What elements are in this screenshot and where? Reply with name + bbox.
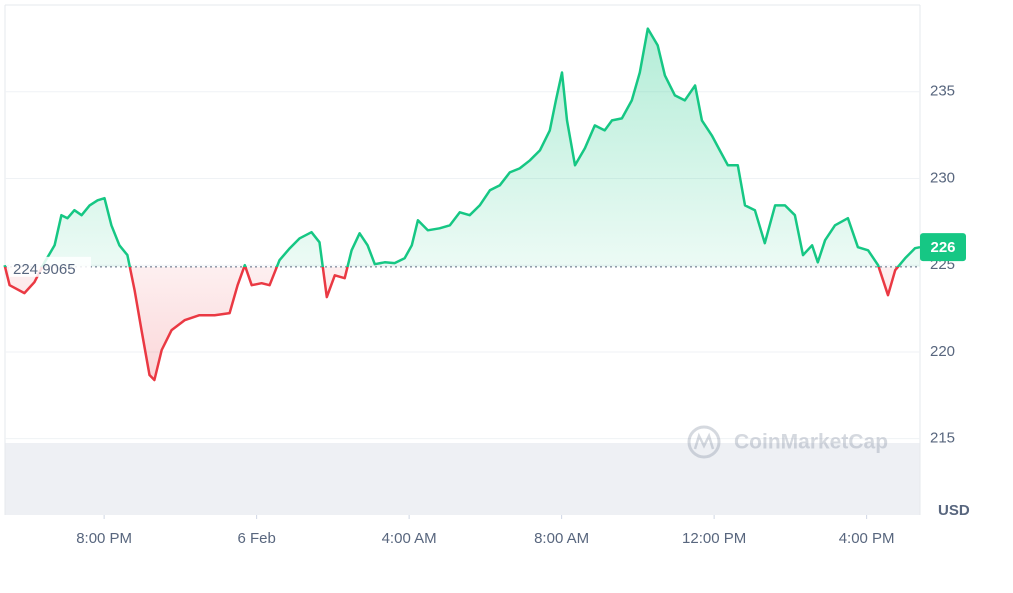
watermark: CoinMarketCap (687, 425, 888, 459)
current-price-badge (920, 233, 966, 262)
y-tick-label: 235 (930, 83, 955, 100)
x-tick-label: 8:00 AM (534, 530, 589, 547)
x-tick-label: 12:00 PM (682, 530, 746, 547)
x-tick-label: 6 Feb (237, 530, 275, 547)
y-tick-label: 230 (930, 169, 955, 186)
price-line (3, 27, 921, 382)
volume-area (5, 443, 920, 515)
x-tick-label: 4:00 PM (839, 530, 895, 547)
area (4, 28, 921, 380)
y-unit: USD (938, 502, 970, 519)
watermark-text: CoinMarketCap (734, 431, 888, 454)
y-tick-label: 220 (930, 343, 955, 360)
current-price-label: 226 (930, 239, 955, 256)
baseline-label: 224.9065 (13, 261, 76, 278)
x-tick-label: 4:00 AM (382, 530, 437, 547)
y-tick-label: 215 (930, 430, 955, 447)
baseline-label-bg (9, 256, 91, 277)
x-tick-label: 8:00 PM (76, 530, 132, 547)
